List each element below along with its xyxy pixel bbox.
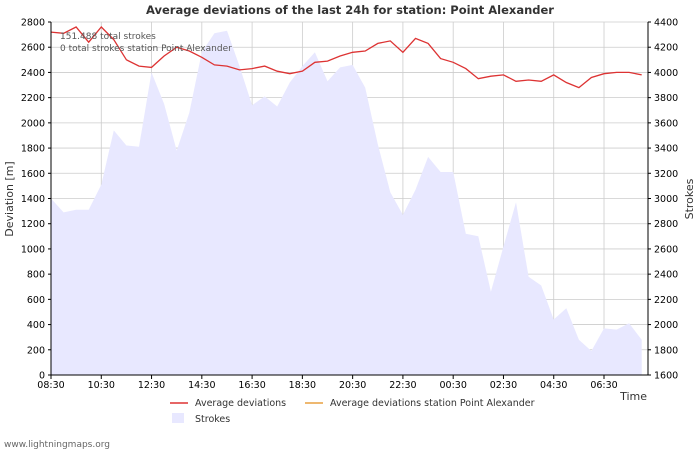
- x-tick-label: 18:30: [289, 380, 316, 391]
- legend-label-strokes: Strokes: [195, 414, 230, 425]
- legend-label-average-deviations: Average deviations: [195, 398, 286, 409]
- y-right-tick-label: 4200: [654, 43, 678, 54]
- y-left-ticks: 0 200 400 600 800 1000 1200 1400 1600 1800 2000 220…: [21, 18, 51, 382]
- y-left-tick-label: 1600: [21, 169, 45, 180]
- footer-credit: www.lightningmaps.org: [4, 440, 110, 450]
- y-right-tick-label: 3400: [654, 144, 678, 155]
- x-tick-label: 10:30: [88, 380, 115, 391]
- y-left-tick-label: 1400: [21, 194, 45, 205]
- y-left-tick-label: 1800: [21, 144, 45, 155]
- y-right-axis-label: Strokes: [683, 178, 696, 219]
- y-left-tick-label: 2000: [21, 118, 45, 129]
- y-left-tick-label: 400: [27, 320, 45, 331]
- y-left-tick-label: 1200: [21, 219, 45, 230]
- y-right-tick-label: 4000: [654, 68, 678, 79]
- legend-label-station-deviations: Average deviations station Point Alexand…: [330, 398, 535, 409]
- strokes-area-group: [51, 30, 642, 376]
- y-right-tick-label: 3200: [654, 169, 678, 180]
- legend-swatch-strokes: [172, 413, 184, 423]
- y-right-tick-label: 2200: [654, 295, 678, 306]
- y-left-tick-label: 1000: [21, 244, 45, 255]
- x-tick-label: 14:30: [188, 380, 215, 391]
- annotation-total-strokes: 151.488 total strokes: [60, 32, 156, 42]
- x-tick-label: 08:30: [37, 380, 64, 391]
- average-deviations-line: [50, 26, 642, 89]
- y-right-tick-label: 3600: [654, 118, 678, 129]
- y-left-tick-label: 800: [27, 270, 45, 281]
- y-right-tick-label: 1800: [654, 345, 678, 356]
- x-tick-label: 00:30: [439, 380, 466, 391]
- y-right-tick-label: 2400: [654, 270, 678, 281]
- legend: Average deviations Average deviations st…: [170, 398, 535, 425]
- strokes-area: [51, 30, 642, 376]
- y-right-tick-label: 1600: [654, 371, 678, 382]
- x-tick-label: 12:30: [138, 380, 165, 391]
- y-right-tick-label: 3800: [654, 93, 678, 104]
- y-right-tick-label: 3000: [654, 194, 678, 205]
- y-right-tick-label: 2800: [654, 219, 678, 230]
- y-right-tick-label: 4400: [654, 18, 678, 29]
- y-left-axis-label: Deviation [m]: [3, 161, 16, 236]
- y-left-tick-label: 2400: [21, 68, 45, 79]
- y-left-tick-label: 600: [27, 295, 45, 306]
- x-tick-label: 04:30: [540, 380, 567, 391]
- average-deviations-group: [50, 26, 642, 89]
- x-ticks: 08:30 10:30 12:30 14:30 16:30 18:30 20:30 22:30…: [37, 375, 618, 391]
- y-left-tick-label: 200: [27, 345, 45, 356]
- y-right-tick-label: 2000: [654, 320, 678, 331]
- x-tick-label: 20:30: [339, 380, 366, 391]
- chart-title: Average deviations of the last 24h for s…: [146, 3, 554, 17]
- y-left-tick-label: 2600: [21, 43, 45, 54]
- x-tick-label: 22:30: [389, 380, 416, 391]
- x-tick-label: 16:30: [238, 380, 265, 391]
- y-left-tick-label: 2200: [21, 93, 45, 104]
- x-tick-label: 02:30: [490, 380, 517, 391]
- y-right-ticks: 1600 1800 2000 2200 2400 2600 2800 3000 3200 3400…: [648, 18, 678, 382]
- y-left-tick-label: 0: [39, 371, 45, 382]
- annotation-station-strokes: 0 total strokes station Point Alexander: [60, 44, 232, 54]
- x-axis-label: Time: [619, 390, 647, 403]
- y-right-tick-label: 2600: [654, 244, 678, 255]
- x-tick-label: 06:30: [590, 380, 617, 391]
- y-left-tick-label: 2800: [21, 18, 45, 29]
